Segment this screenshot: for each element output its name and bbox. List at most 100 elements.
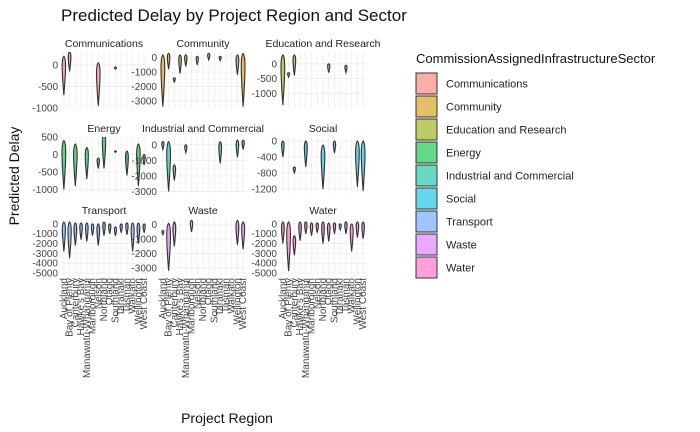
x-tick-label: Hawke's Bay	[76, 278, 87, 336]
violin	[344, 64, 348, 75]
x-tick-label: Otago	[204, 278, 215, 306]
x-tick-label: Manawatū-Whanganui	[82, 278, 93, 378]
violin	[96, 157, 100, 169]
violin	[332, 222, 337, 234]
y-tick-label: 0	[52, 150, 58, 161]
violin	[349, 223, 354, 252]
violin	[84, 146, 89, 180]
violin	[136, 143, 141, 187]
y-tick-label: -1000	[32, 229, 58, 240]
violin	[332, 140, 337, 154]
x-tick-label: Nelson	[192, 278, 203, 309]
y-axis-title: Predicted Delay	[6, 127, 22, 226]
x-tick-label: Tasman	[221, 278, 232, 313]
x-tick-label: Manawatū-Whanganui	[181, 278, 192, 378]
x-tick-label: Northland	[198, 278, 209, 321]
y-tick-label: -5000	[32, 269, 58, 280]
y-tick-label: -500	[38, 168, 58, 179]
x-tick-label: Canterbury	[289, 278, 300, 327]
violin	[124, 150, 129, 176]
x-axis-title: Project Region	[181, 410, 273, 426]
violin	[326, 222, 331, 242]
legend-label: Energy	[446, 148, 481, 160]
y-tick-label: -1000	[131, 235, 157, 246]
violin	[218, 55, 222, 62]
violin	[90, 223, 95, 236]
legend-label: Education and Research	[446, 125, 566, 137]
violin	[292, 166, 296, 175]
violin	[241, 139, 245, 150]
y-tick-label: -500	[38, 82, 58, 93]
legend-label: Water	[446, 263, 475, 275]
facet-strip-label: Water	[309, 205, 337, 217]
violin	[281, 140, 285, 158]
facet-strip-label: Community	[176, 38, 230, 50]
y-tick-label: -4000	[32, 259, 58, 270]
x-tick-label: Otago	[324, 278, 335, 306]
x-tick-label: Hawke's Bay	[175, 278, 186, 336]
legend-label: Community	[446, 102, 502, 114]
violin	[320, 144, 326, 190]
x-tick-label: Taranaki	[116, 278, 127, 316]
violin	[309, 222, 314, 236]
violin	[303, 140, 308, 168]
facet-panel: Transport 0-1000-2000-3000-4000-5000	[32, 205, 147, 280]
violin	[61, 221, 66, 252]
facet-panel: Energy 500 0 -500 -1000	[32, 123, 147, 196]
x-tick-label: Taranaki	[215, 278, 226, 316]
facet-panel: Communications 0 -500 -1000	[32, 38, 147, 115]
violin	[280, 221, 285, 244]
facet-panel: Social 0 -400 -800 -1200	[251, 123, 366, 196]
x-tick-label: Canterbury	[169, 278, 180, 327]
x-tick-label: Marlborough	[187, 278, 198, 334]
facet-strip-label: Social	[309, 123, 338, 135]
legend-key	[415, 256, 438, 279]
violin	[292, 235, 297, 256]
legend-label: Industrial and Commercial	[446, 171, 574, 183]
y-tick-label: 0	[151, 220, 157, 231]
x-tick-label: Southland	[209, 278, 220, 323]
violin	[315, 222, 319, 233]
y-tick-label: 0	[271, 59, 277, 70]
violin	[344, 221, 348, 234]
legend: CommissionAssignedInfrastructureSector C…	[415, 51, 656, 279]
violin	[286, 72, 291, 79]
x-tick-label: Taranaki	[335, 278, 346, 316]
y-tick-label: -1000	[251, 89, 277, 100]
x-tick-label: Southland	[329, 278, 340, 323]
x-tick-label: Waikato	[347, 278, 358, 314]
legend-key	[415, 72, 438, 95]
x-tick-label: West Coast	[238, 278, 249, 330]
y-tick-label: -3000	[32, 249, 58, 260]
facet-strip-label: Transport	[82, 205, 127, 217]
y-tick-label: 0	[271, 137, 277, 148]
x-tick-label: Northland	[99, 278, 110, 321]
x-tick-label: Bay of Plenty	[164, 278, 175, 337]
legend-label: Social	[446, 194, 476, 206]
violin	[67, 52, 72, 72]
facet-panels: Communications0-500-1000Community0-1000-…	[32, 38, 380, 280]
x-tick-label: Auckland	[278, 278, 289, 319]
violin	[235, 219, 240, 245]
x-tick-label: Tasman	[341, 278, 352, 313]
facet-strip-label: Energy	[87, 123, 121, 135]
facet-panel: Community 0 -1000 -2000 -3000	[131, 38, 246, 108]
y-tick-label: -800	[257, 169, 277, 180]
y-tick-label: -5000	[251, 269, 277, 280]
violin	[67, 221, 72, 259]
violin	[172, 164, 177, 181]
x-tick-label: Manawatū-Whanganui	[301, 278, 312, 378]
legend-title: CommissionAssignedInfrastructureSector	[416, 51, 656, 66]
legend-key	[415, 233, 438, 256]
violin	[235, 139, 240, 158]
legend-label: Waste	[446, 240, 477, 252]
facet-panel: Water 0-1000-2000-3000-4000-5000	[251, 205, 366, 280]
y-tick-label: -2000	[131, 249, 157, 260]
x-tick-label: Canterbury	[70, 278, 81, 327]
violin	[361, 221, 365, 239]
violin	[166, 140, 172, 192]
violin	[102, 221, 106, 236]
violin	[286, 221, 292, 272]
violin	[218, 141, 223, 164]
